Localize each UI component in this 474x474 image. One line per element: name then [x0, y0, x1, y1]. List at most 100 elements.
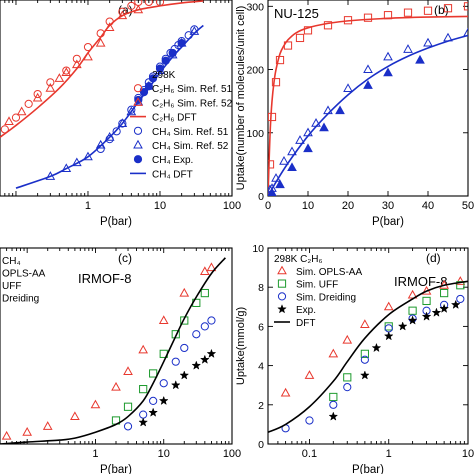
- data-point: [206, 348, 217, 358]
- series-2: [281, 294, 465, 433]
- plot-frame: [267, 0, 469, 197]
- data-point: [455, 276, 466, 285]
- plot-frame: [267, 247, 469, 445]
- y-tick-label: 2: [258, 400, 264, 412]
- y-tick-label: 8: [258, 282, 264, 294]
- data-point: [383, 331, 394, 341]
- data-point: [61, 67, 72, 77]
- series-4: [268, 34, 468, 196]
- data-point: [24, 99, 33, 108]
- x-tick-label: 100: [223, 448, 241, 460]
- legend-header: 298K: [152, 70, 176, 81]
- data-point: [275, 179, 285, 189]
- data-point: [371, 342, 382, 353]
- x-tick-label: 50: [462, 200, 474, 212]
- legend-label: CH₄ Exp.: [152, 155, 193, 166]
- data-point: [180, 343, 189, 353]
- data-point: [206, 262, 217, 272]
- legend-label: Exp.: [296, 305, 316, 316]
- data-point: [397, 321, 408, 331]
- series-group: [268, 2, 468, 196]
- data-point: [123, 366, 133, 375]
- x-axis-label: P(bar): [100, 464, 132, 474]
- data-point: [22, 427, 33, 436]
- series-line: [268, 15, 468, 196]
- data-point: [423, 6, 433, 15]
- legend-entry: Sim. UFF: [277, 279, 338, 291]
- data-point: [127, 1, 136, 10]
- x-tick-label: 0.1: [302, 448, 317, 460]
- data-point: [303, 26, 313, 35]
- legend-label: Sim. OPLS-AA: [296, 267, 362, 278]
- series-3: [138, 348, 217, 427]
- data-point: [408, 306, 417, 315]
- data-point: [360, 349, 369, 358]
- x-tick-label: 10: [154, 200, 166, 212]
- data-point: [70, 411, 80, 421]
- data-point: [303, 143, 313, 153]
- data-point: [383, 67, 393, 77]
- data-point: [158, 395, 169, 406]
- data-point: [90, 399, 101, 409]
- series-line: [268, 34, 468, 196]
- data-point: [33, 89, 42, 99]
- data-point: [415, 54, 425, 64]
- legend-entry: C₂H₆ DFT: [130, 113, 197, 124]
- data-point: [363, 80, 373, 89]
- data-point: [139, 410, 148, 419]
- legend-swatch: [277, 304, 287, 314]
- data-point: [158, 315, 169, 325]
- data-point: [279, 155, 289, 165]
- data-point: [343, 373, 352, 382]
- panel-annotation: NU-125: [274, 6, 319, 21]
- legend-label: C₂H₆ Sim. Ref. 52: [152, 98, 233, 109]
- data-point: [360, 319, 370, 328]
- data-point: [170, 380, 181, 390]
- legend-label: UFF: [2, 281, 21, 292]
- data-point: [123, 422, 133, 431]
- data-point: [343, 383, 352, 392]
- data-point: [32, 92, 43, 102]
- y-tick-label: 10: [252, 243, 264, 255]
- series-group: [0, 0, 204, 189]
- data-point: [456, 294, 465, 304]
- legend-label: Sim. Dreiding: [296, 292, 356, 303]
- data-point: [403, 44, 413, 53]
- series-line: [0, 257, 226, 444]
- y-tick-label: 4: [258, 361, 264, 373]
- series-2: [0, 0, 204, 138]
- panel-d: 0.1 1 10 0 2 4 6 8 10 P(bar) Uptake(mmol/g) (d) IRMO…: [235, 243, 474, 474]
- data-point: [83, 42, 93, 52]
- data-point: [111, 381, 121, 391]
- series-4: [268, 280, 468, 433]
- data-point: [200, 322, 209, 331]
- data-point: [126, 106, 137, 116]
- data-point: [62, 66, 71, 75]
- data-point: [421, 311, 432, 321]
- data-point: [422, 296, 431, 306]
- data-point: [42, 421, 53, 430]
- data-point: [72, 54, 81, 63]
- data-point: [192, 330, 201, 339]
- legend-entry: CH₄ Sim. Ref. 51: [133, 126, 229, 138]
- legend-swatch: [133, 97, 143, 106]
- panel-tag: (b): [434, 3, 449, 17]
- legend-entry: Sim. Dreiding: [277, 292, 356, 303]
- y-tick-label: 100: [246, 128, 264, 140]
- panel-annotation: IRMOF-8: [394, 274, 447, 289]
- panel-annotation: IRMOF-8: [78, 271, 131, 286]
- legend-label: CH₄ Sim. Ref. 51: [152, 127, 229, 138]
- legend-label: CH₄ DFT: [152, 169, 193, 180]
- y-tick-label: 0: [258, 191, 264, 203]
- legend-label: DFT: [296, 318, 315, 329]
- data-point: [45, 82, 56, 92]
- series-4: [0, 257, 226, 444]
- legend-label: C₂H₆ Sim. Ref. 51: [152, 84, 233, 95]
- data-point: [271, 78, 281, 87]
- x-axis-label: P(bar): [372, 216, 404, 228]
- data-point: [268, 112, 277, 122]
- data-point: [280, 387, 291, 397]
- x-tick-label: 10: [158, 448, 170, 460]
- data-point: [11, 113, 21, 122]
- data-point: [383, 301, 394, 311]
